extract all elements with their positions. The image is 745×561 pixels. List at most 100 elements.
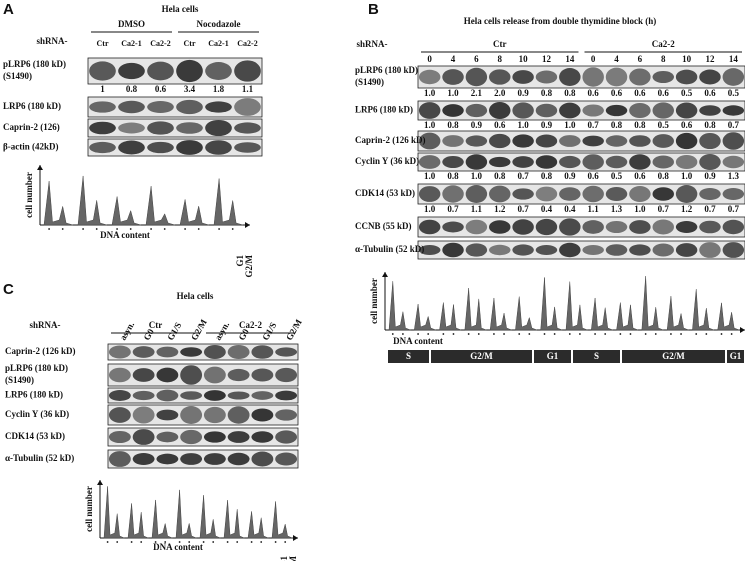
band — [699, 188, 721, 200]
group-label: Ctr — [493, 39, 507, 49]
quantification: 0.9 — [471, 120, 483, 130]
band — [675, 69, 698, 85]
phase-label: G2/M — [244, 254, 254, 277]
histogram — [413, 304, 436, 331]
band — [512, 244, 534, 256]
quantification: 2.1 — [471, 88, 483, 98]
panel-title: Hela cells — [162, 4, 199, 14]
band — [132, 346, 155, 358]
lane-label: 10 — [682, 54, 692, 64]
histogram — [127, 503, 149, 539]
band — [132, 368, 155, 382]
axis-arrow — [245, 222, 250, 228]
band — [722, 132, 745, 150]
flow-y-label: cell number — [84, 486, 94, 532]
band — [176, 99, 203, 115]
phase-name: G2/M — [470, 351, 493, 361]
band — [675, 132, 698, 150]
band — [251, 451, 274, 467]
band — [147, 121, 174, 135]
band — [227, 406, 250, 424]
band — [156, 453, 179, 465]
g1-marker — [250, 541, 253, 543]
band — [465, 243, 488, 257]
flow-x-label: DNA content — [153, 542, 203, 552]
phase-name: S — [406, 351, 411, 361]
group-label: Ctr — [149, 320, 163, 330]
band — [559, 68, 581, 86]
lane-label: G2/M — [189, 317, 209, 342]
band — [418, 102, 441, 119]
group-label: Ca2-2 — [652, 39, 675, 49]
histogram — [591, 297, 613, 331]
histogram — [43, 181, 73, 226]
quantification: 0.8 — [447, 171, 459, 181]
histogram — [179, 199, 209, 226]
g1-marker — [274, 541, 277, 543]
histogram — [175, 489, 197, 539]
blot-label: pLRP6 (180 kD) — [355, 65, 418, 75]
band — [156, 409, 179, 421]
g1-marker — [154, 541, 157, 543]
band — [442, 185, 464, 203]
quantification: 0.5 — [611, 171, 623, 181]
quantification: 0.4 — [564, 204, 576, 214]
quantification: 0.8 — [634, 120, 646, 130]
histogram — [247, 511, 269, 539]
g2m-marker — [528, 333, 531, 335]
band — [629, 220, 651, 234]
band — [180, 429, 203, 445]
quantification: 1.0 — [447, 88, 459, 98]
band — [205, 140, 232, 155]
g2m-marker — [730, 333, 733, 335]
g1-marker — [493, 333, 495, 335]
quantification: 0.6 — [681, 120, 693, 130]
band — [465, 135, 488, 147]
quantification: 1.0 — [471, 171, 483, 181]
g2m-marker — [129, 228, 132, 230]
g2m-marker — [452, 333, 455, 335]
g2m-marker — [705, 333, 708, 335]
phase-bar — [727, 350, 744, 363]
flow-y-label: cell number — [369, 278, 379, 324]
blot-label: LRP6 (180 kD) — [355, 105, 413, 115]
band — [227, 391, 250, 400]
band — [227, 452, 250, 466]
blot-label: Cyclin Y (36 kD) — [5, 409, 69, 419]
band — [535, 186, 558, 202]
shrna-label: shRNA- — [29, 320, 60, 330]
band — [722, 155, 745, 169]
band — [605, 104, 628, 117]
band — [275, 347, 298, 357]
g1-marker — [218, 228, 221, 230]
g2m-marker — [116, 541, 119, 543]
band — [629, 244, 651, 256]
quantification: 0.7 — [728, 204, 740, 214]
lane-label: 0 — [591, 54, 596, 64]
band — [699, 242, 721, 258]
blot-label: pLRP6 (180 kD) — [5, 363, 68, 373]
quantification: 0.4 — [541, 204, 553, 214]
band — [251, 345, 274, 359]
histogram — [145, 186, 175, 226]
quantification: 1.1 — [242, 84, 254, 94]
g2m-marker — [553, 333, 556, 335]
shrna-label: shRNA- — [36, 36, 67, 46]
g2m-marker — [212, 541, 215, 543]
band — [652, 134, 674, 148]
quantification: 0.7 — [728, 120, 740, 130]
band — [251, 368, 274, 382]
blot-label: β-actin (42kD) — [3, 142, 59, 152]
band — [442, 242, 464, 258]
g1-marker — [695, 333, 698, 335]
g1-marker — [48, 228, 50, 230]
quantification: 0.9 — [564, 171, 576, 181]
panel-title: Hela cells release from double thymidine… — [464, 16, 656, 26]
quantification: 1.3 — [611, 204, 623, 214]
quantification: 0.8 — [494, 171, 506, 181]
band — [234, 142, 261, 153]
histogram — [439, 302, 462, 331]
band — [535, 155, 558, 169]
band — [418, 245, 441, 255]
quantification: 0.6 — [588, 171, 600, 181]
